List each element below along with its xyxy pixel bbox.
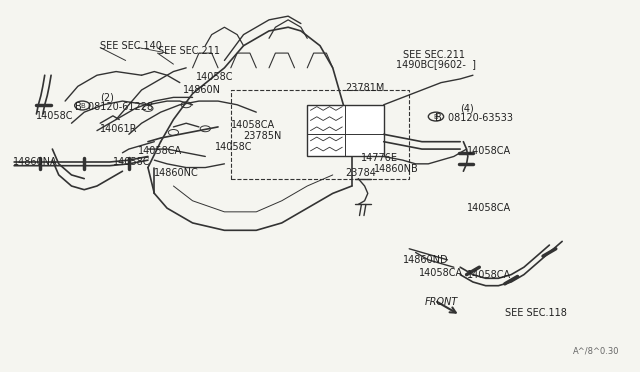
Text: 14860N: 14860N <box>183 85 221 95</box>
Text: 14058CA: 14058CA <box>419 268 463 278</box>
Text: 14860NB: 14860NB <box>374 164 419 174</box>
FancyBboxPatch shape <box>307 105 384 157</box>
Text: 1490BC[9602-  ]: 1490BC[9602- ] <box>396 59 476 69</box>
Text: 14061R: 14061R <box>100 124 138 134</box>
Text: 14776E: 14776E <box>362 153 399 163</box>
Text: SEE SEC.140: SEE SEC.140 <box>100 41 162 51</box>
Text: (2): (2) <box>100 92 114 102</box>
Text: 14058C: 14058C <box>113 157 150 167</box>
Text: 14058CA: 14058CA <box>467 203 511 213</box>
Text: B  08120-61228: B 08120-61228 <box>75 102 153 112</box>
Text: 14860NC: 14860NC <box>154 168 199 178</box>
Text: 14058C: 14058C <box>215 142 252 152</box>
Text: (4): (4) <box>460 103 474 113</box>
Text: 14058CA: 14058CA <box>467 270 511 280</box>
Text: B: B <box>433 113 438 119</box>
Text: 14058CA: 14058CA <box>231 120 275 130</box>
Text: 14860ND: 14860ND <box>403 255 449 265</box>
Text: 23781M: 23781M <box>346 83 385 93</box>
Text: 23784: 23784 <box>346 168 376 178</box>
Text: SEE SEC.118: SEE SEC.118 <box>505 308 566 318</box>
Text: 14058C: 14058C <box>196 72 233 82</box>
Text: B  08120-63533: B 08120-63533 <box>435 113 513 123</box>
Text: 14058CA: 14058CA <box>467 146 511 156</box>
Text: A^/8^0.30: A^/8^0.30 <box>573 347 620 356</box>
Text: FRONT: FRONT <box>425 297 458 307</box>
Text: B: B <box>80 103 84 109</box>
Text: 14058C: 14058C <box>36 111 74 121</box>
Text: 14860NA: 14860NA <box>13 157 58 167</box>
Text: 23785N: 23785N <box>244 131 282 141</box>
Text: SEE SEC.211: SEE SEC.211 <box>157 46 220 56</box>
Text: 14058CA: 14058CA <box>138 146 182 156</box>
Text: SEE SEC.211: SEE SEC.211 <box>403 50 465 60</box>
